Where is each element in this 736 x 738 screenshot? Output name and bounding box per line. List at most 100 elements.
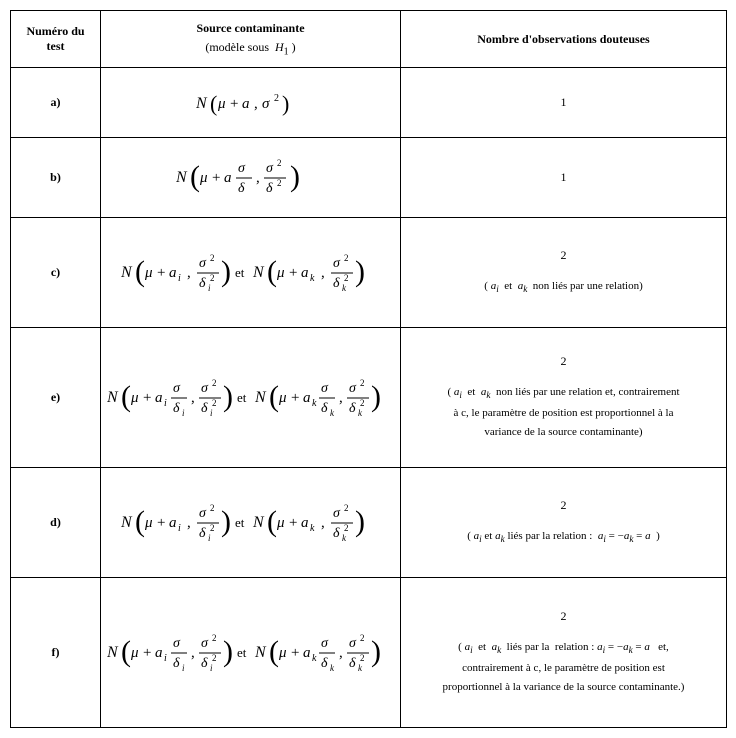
formula-c: N ( μ + a i , σ 2 δ i 2 ) et N: [121, 251, 381, 295]
svg-text:,: ,: [187, 265, 191, 281]
row-obs: 2 ( ai et ak liés par la relation : ai =…: [401, 468, 727, 578]
svg-text:σ: σ: [173, 381, 181, 396]
svg-text:2: 2: [212, 633, 217, 643]
svg-text:N: N: [254, 389, 267, 406]
svg-text:+: +: [230, 96, 238, 112]
svg-text:(: (: [269, 635, 279, 668]
svg-text:(: (: [121, 380, 131, 413]
svg-text:i: i: [182, 408, 185, 418]
svg-text:(: (: [210, 91, 217, 116]
svg-text:σ: σ: [333, 506, 341, 521]
svg-text:2: 2: [212, 653, 217, 663]
svg-text:,: ,: [256, 170, 260, 186]
svg-text:2: 2: [210, 253, 215, 263]
svg-text:k: k: [342, 283, 347, 293]
svg-text:(: (: [267, 255, 277, 288]
svg-text:+: +: [157, 265, 165, 281]
svg-text:a: a: [224, 170, 232, 186]
svg-text:σ: σ: [238, 161, 246, 176]
svg-text:): ): [290, 160, 300, 193]
svg-text:2: 2: [212, 398, 217, 408]
svg-text:i: i: [210, 663, 213, 673]
svg-text:μ: μ: [278, 390, 287, 406]
svg-text:+: +: [143, 645, 151, 661]
svg-text:): ): [355, 255, 365, 288]
svg-text:μ: μ: [144, 515, 153, 531]
svg-text:,: ,: [187, 515, 191, 531]
svg-text:a: a: [155, 390, 163, 406]
svg-text:i: i: [182, 663, 185, 673]
table-row: d) N ( μ + a i , σ 2 δ i 2 ) et: [11, 468, 727, 578]
svg-text:+: +: [289, 515, 297, 531]
row-id: a): [51, 95, 61, 109]
svg-text:,: ,: [339, 645, 343, 661]
svg-text:σ: σ: [262, 96, 270, 112]
row-obs: 1: [401, 138, 727, 218]
svg-text:(: (: [190, 160, 200, 193]
formula-b: N ( μ + a σ δ , σ 2 δ 2 ): [176, 156, 326, 200]
svg-text:N: N: [254, 644, 267, 661]
svg-text:+: +: [157, 515, 165, 531]
svg-text:σ: σ: [201, 381, 209, 396]
svg-text:i: i: [208, 283, 211, 293]
svg-text:a: a: [303, 390, 311, 406]
svg-text:(: (: [269, 380, 279, 413]
svg-text:σ: σ: [349, 381, 357, 396]
svg-text:et: et: [237, 645, 247, 660]
row-id: c): [51, 265, 60, 279]
table-row: e) N ( μ + a i σ δ i , σ 2: [11, 328, 727, 468]
svg-text:2: 2: [344, 253, 349, 263]
header-obs: Nombre d'observations douteuses: [401, 11, 727, 68]
svg-text:k: k: [358, 663, 363, 673]
row-id: d): [50, 515, 61, 529]
svg-text:k: k: [342, 533, 347, 543]
table-row: c) N ( μ + a i , σ 2 δ i 2 ): [11, 218, 727, 328]
svg-text:σ: σ: [199, 506, 207, 521]
svg-text:σ: σ: [321, 636, 329, 651]
svg-text:): ): [355, 505, 365, 538]
row-obs: 2 ( ai et ak non liés par une relation e…: [401, 328, 727, 468]
svg-text:): ): [221, 505, 231, 538]
svg-text:σ: σ: [349, 636, 357, 651]
svg-text:δ: δ: [201, 401, 208, 416]
svg-text:N: N: [121, 514, 133, 531]
svg-text:μ: μ: [144, 265, 153, 281]
obs-count: 2: [561, 609, 567, 623]
svg-text:μ: μ: [199, 170, 208, 186]
row-source: N ( μ + a i , σ 2 δ i 2 ) et N: [101, 218, 401, 328]
svg-text:δ: δ: [333, 276, 340, 291]
formula-e: N ( μ + a i σ δ i , σ 2 δ i 2: [107, 376, 397, 420]
obs-count: 2: [561, 498, 567, 512]
svg-text:2: 2: [360, 398, 365, 408]
svg-text:i: i: [178, 273, 181, 284]
svg-text:σ: σ: [266, 161, 274, 176]
obs-count: 1: [561, 95, 567, 109]
svg-text:2: 2: [212, 378, 217, 388]
svg-text:δ: δ: [349, 656, 356, 671]
svg-text:N: N: [176, 169, 188, 186]
svg-text:σ: σ: [333, 256, 341, 271]
row-obs: 2 ( ai et ak liés par la relation : ai =…: [401, 578, 727, 728]
svg-text:δ: δ: [349, 401, 356, 416]
svg-text:a: a: [155, 645, 163, 661]
svg-text:μ: μ: [276, 265, 285, 281]
svg-text:i: i: [210, 408, 213, 418]
svg-text:,: ,: [191, 390, 195, 406]
svg-text:N: N: [252, 264, 265, 281]
svg-text:k: k: [310, 523, 315, 534]
header-obs-label: Nombre d'observations douteuses: [477, 32, 649, 46]
table-row: b) N ( μ + a σ δ , σ 2 δ: [11, 138, 727, 218]
obs-note: ( ai et ak non liés par une relation et,…: [407, 383, 720, 441]
svg-text:i: i: [164, 398, 167, 409]
row-source: N ( μ + a i , σ 2 δ i 2 ) et N (: [101, 468, 401, 578]
svg-text:): ): [223, 380, 233, 413]
svg-text:2: 2: [360, 378, 365, 388]
svg-text:μ: μ: [217, 96, 226, 112]
svg-text:+: +: [291, 390, 299, 406]
svg-text:a: a: [303, 645, 311, 661]
svg-text:δ: δ: [173, 656, 180, 671]
svg-text:et: et: [237, 390, 247, 405]
svg-text:N: N: [121, 264, 133, 281]
svg-text:k: k: [330, 663, 335, 673]
header-test: Numéro dutest: [11, 11, 101, 68]
